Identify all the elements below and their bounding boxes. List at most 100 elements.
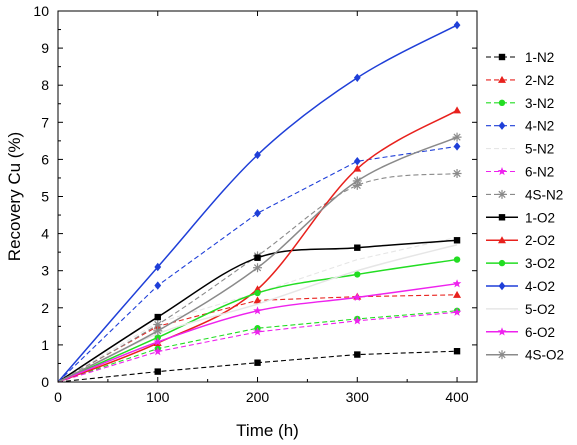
series-4s-o2 xyxy=(57,132,462,383)
data-point-1-o2 xyxy=(254,254,261,261)
legend-item-4-n2: 4-N2 xyxy=(486,119,554,134)
legend-marker-4s-n2 xyxy=(497,189,507,199)
legend-marker-1-n2 xyxy=(498,53,506,61)
axes: 0 100 200 300 400 0 1 2 3 4 5 6 7 8 9 10 xyxy=(33,3,478,405)
legend-marker-4-o2 xyxy=(498,281,506,291)
legend-label-3-n2: 3-N2 xyxy=(525,96,554,111)
legend-label-4s-n2: 4S-N2 xyxy=(525,187,563,202)
series-6-o2 xyxy=(57,279,462,383)
data-point-4s-o2-stroke xyxy=(353,177,361,185)
data-point-4-n2 xyxy=(453,142,461,151)
x-tick-label: 300 xyxy=(346,389,370,405)
data-point-6-n2-shape xyxy=(253,327,262,336)
y-tick-label: 2 xyxy=(41,300,49,316)
legend-label-4-o2: 4-O2 xyxy=(525,279,555,294)
series-6-n2 xyxy=(57,307,462,383)
data-point-2-n2 xyxy=(253,296,262,304)
legend-item-1-o2: 1-O2 xyxy=(486,210,555,225)
series-line-4-n2 xyxy=(57,145,458,383)
data-point-6-o2-shape xyxy=(353,292,362,302)
legend-marker-3-n2 xyxy=(498,99,506,107)
data-point-1-n2 xyxy=(453,348,461,355)
data-point-4s-o2 xyxy=(352,176,362,186)
series-4-o2 xyxy=(57,20,461,383)
data-point-6-o2-shape xyxy=(153,337,163,346)
data-point-4-o2 xyxy=(254,150,261,160)
data-point-1-n2 xyxy=(354,351,361,358)
data-point-4s-o2 xyxy=(452,132,462,142)
y-axis-title: Recovery Cu (%) xyxy=(5,132,24,261)
legend-item-5-n2: 5-N2 xyxy=(486,142,554,157)
series-4-n2 xyxy=(57,142,461,383)
data-point-6-o2 xyxy=(452,279,462,288)
data-point-4-o2 xyxy=(154,262,162,272)
legend-label-2-n2: 2-N2 xyxy=(525,73,554,88)
legend-item-2-n2: 2-N2 xyxy=(486,73,554,88)
legend-label-6-o2: 6-O2 xyxy=(525,325,555,340)
data-point-4s-o2 xyxy=(153,326,163,336)
data-point-3-o2 xyxy=(254,289,261,297)
y-tick-label: 9 xyxy=(41,40,49,56)
series-line-6-n2 xyxy=(57,311,458,383)
data-point-4s-o2 xyxy=(253,263,263,273)
legend-label-5-o2: 5-O2 xyxy=(525,302,555,317)
legend-label-3-o2: 3-O2 xyxy=(525,256,555,271)
data-point-2-n2 xyxy=(453,290,462,298)
legend: 1-N2 2-N2 3-N2 4-N2 5-N2 6-N2 4S-N2 1-O2 2-O2 3-O… xyxy=(486,50,564,363)
data-point-6-n2 xyxy=(153,347,163,356)
data-point-1-n2 xyxy=(254,359,261,366)
legend-label-4s-o2: 4S-O2 xyxy=(525,348,564,363)
legend-marker-1-o2 xyxy=(498,214,506,221)
series-2-n2 xyxy=(57,290,462,383)
legend-marker-3-o2 xyxy=(498,259,506,267)
data-point-6-o2-shape xyxy=(452,279,462,288)
plot-frame xyxy=(57,10,478,383)
legend-marker-6-n2 xyxy=(497,167,507,176)
legend-marker-6-o2-shape xyxy=(497,327,507,336)
data-point-6-n2-shape xyxy=(452,307,462,316)
data-point-4s-n2-stroke xyxy=(154,320,162,329)
data-point-6-o2 xyxy=(253,306,262,315)
data-point-3-o2 xyxy=(453,256,461,263)
legend-item-1-n2: 1-N2 xyxy=(486,50,554,65)
legend-marker-4s-o2-stroke xyxy=(498,351,506,359)
data-point-6-n2 xyxy=(353,316,362,325)
legend-item-6-n2: 6-N2 xyxy=(486,165,554,180)
data-point-1-o2 xyxy=(354,244,361,251)
data-point-3-o2 xyxy=(354,271,361,278)
y-tick-label: 10 xyxy=(33,3,49,19)
legend-label-1-o2: 1-O2 xyxy=(525,210,555,225)
legend-marker-2-o2 xyxy=(498,236,506,244)
data-point-4-o2 xyxy=(453,20,461,30)
y-tick-label: 5 xyxy=(41,189,49,205)
data-point-4s-n2 xyxy=(452,168,462,178)
legend-label-1-n2: 1-N2 xyxy=(525,50,554,65)
data-point-4-n2 xyxy=(353,157,361,166)
series-line-3-n2 xyxy=(57,310,458,383)
data-point-4s-o2-stroke xyxy=(154,327,162,335)
data-point-4-o2 xyxy=(353,73,361,82)
data-point-4s-n2-stroke xyxy=(453,169,461,178)
legend-marker-4s-o2 xyxy=(497,350,507,360)
y-tick-label: 8 xyxy=(41,77,49,93)
data-point-6-o2 xyxy=(353,292,362,302)
y-tick-label: 0 xyxy=(41,374,49,390)
series-1-n2 xyxy=(57,348,461,383)
series-1-o2 xyxy=(57,237,461,383)
legend-item-3-n2: 3-N2 xyxy=(486,96,554,111)
series-line-4-o2 xyxy=(57,24,458,383)
legend-label-4-n2: 4-N2 xyxy=(525,119,554,134)
data-point-6-n2-shape xyxy=(353,316,362,325)
data-point-2-o2 xyxy=(353,164,362,172)
series-4s-n2 xyxy=(57,168,462,383)
series-3-n2 xyxy=(57,307,461,383)
y-tick-label: 7 xyxy=(41,114,49,130)
series-3-o2 xyxy=(57,256,461,383)
x-axis-title: Time (h) xyxy=(236,421,299,440)
y-tick-label: 6 xyxy=(41,151,49,167)
legend-marker-4s-n2-stroke xyxy=(498,190,506,199)
x-tick-label: 400 xyxy=(445,389,469,405)
x-tick-label: 200 xyxy=(246,389,270,405)
